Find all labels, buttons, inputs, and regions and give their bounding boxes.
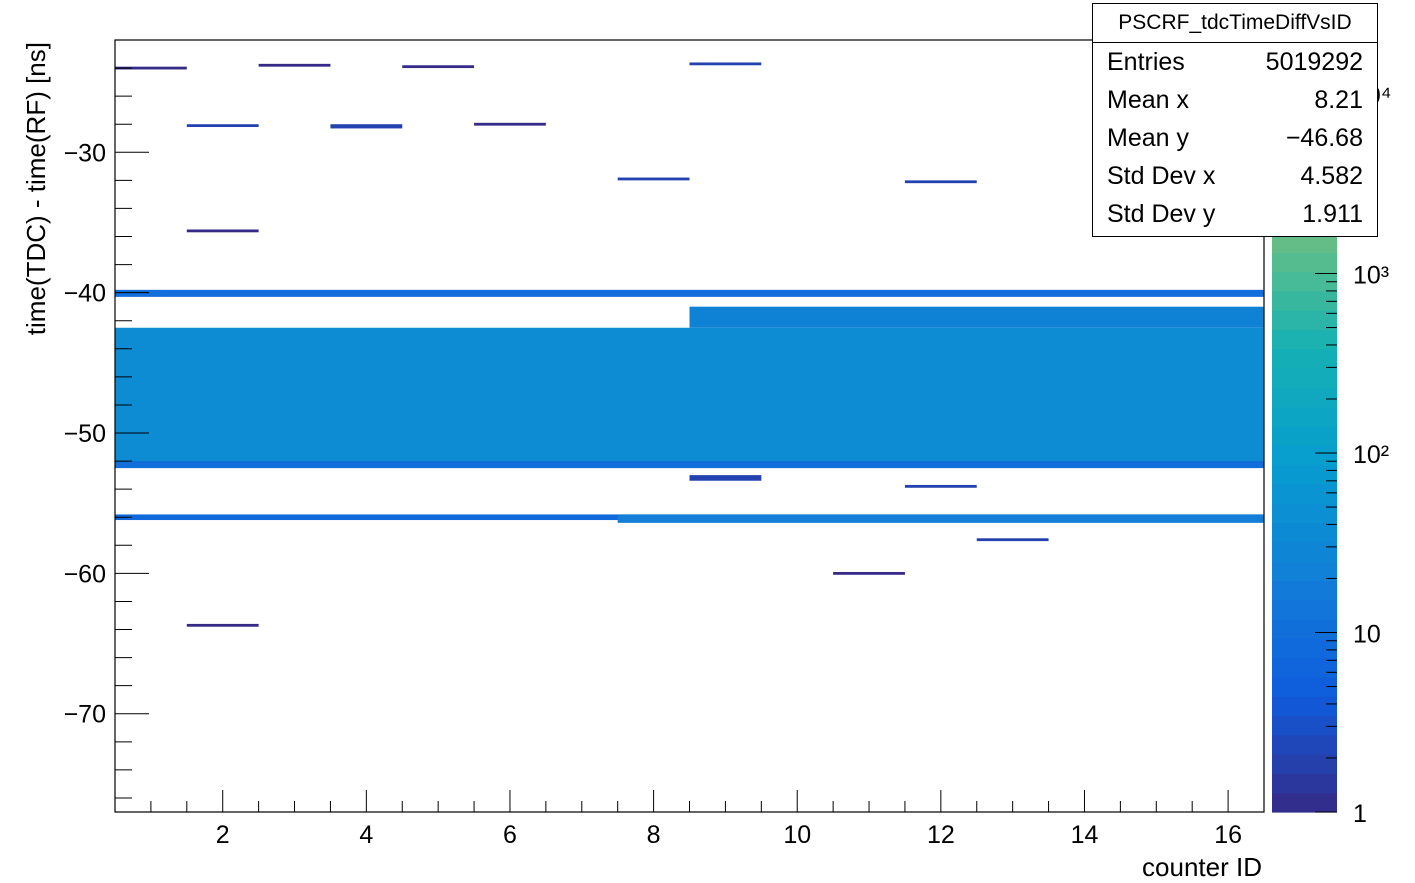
x-axis: 2 4 6 8 10 12 14 16 — [150, 790, 1242, 849]
stats-value: 4.582 — [1300, 162, 1363, 190]
heatmap-bin — [186, 124, 259, 128]
y-axis: −30 −40 −50 −60 −70 — [64, 39, 149, 799]
x-tick-label: 8 — [647, 821, 661, 849]
palette-swatch — [1272, 792, 1337, 813]
x-tick-label: 12 — [927, 821, 955, 849]
x-tick-label: 2 — [216, 821, 230, 849]
heatmap-bin — [115, 327, 1264, 466]
palette-swatch — [1272, 445, 1337, 466]
palette-swatch — [1272, 329, 1337, 350]
stats-label: Entries — [1107, 48, 1185, 76]
palette-swatch — [1272, 541, 1337, 562]
heatmap-bin — [115, 66, 187, 70]
y-tick-label: −50 — [64, 420, 106, 448]
stats-value: −46.68 — [1285, 124, 1363, 152]
stats-value: 8.21 — [1314, 86, 1363, 114]
palette-tick-label: 10³ — [1353, 262, 1389, 290]
heatmap-bin — [904, 180, 977, 184]
palette-swatch — [1272, 503, 1337, 524]
y-tick-label: −30 — [64, 139, 106, 167]
palette-swatch — [1272, 464, 1337, 485]
x-axis-label: counter ID — [1142, 852, 1262, 882]
palette-swatch — [1272, 580, 1337, 601]
heatmap-bins — [115, 62, 1264, 627]
heatmap-bin — [115, 289, 1264, 297]
stats-label: Std Dev x — [1107, 162, 1216, 190]
heatmap-bin — [186, 229, 259, 233]
heatmap-bin — [402, 65, 475, 69]
stats-box: PSCRF_tdcTimeDiffVsID Entries 5019292 Mean… — [1092, 3, 1378, 237]
palette-swatch — [1272, 426, 1337, 446]
x-tick-label: 16 — [1214, 821, 1242, 849]
palette-swatch — [1272, 252, 1337, 273]
stats-value: 1.911 — [1302, 200, 1363, 228]
stats-row: Mean y −46.68 — [1093, 119, 1377, 157]
palette-swatch — [1272, 754, 1337, 774]
x-tick-label: 6 — [503, 821, 517, 849]
heatmap-bin — [330, 124, 403, 129]
palette-swatch — [1272, 406, 1337, 427]
y-tick-label: −60 — [64, 560, 106, 588]
palette-swatch — [1272, 696, 1337, 717]
stats-title: PSCRF_tdcTimeDiffVsID — [1093, 4, 1377, 43]
stats-label: Std Dev y — [1107, 200, 1216, 228]
heatmap-bin — [474, 122, 546, 126]
palette-swatch — [1272, 619, 1337, 639]
palette-tick-label: 10 — [1353, 621, 1381, 649]
palette-swatch — [1272, 676, 1337, 697]
palette-swatch — [1272, 271, 1337, 292]
heatmap-bin — [689, 62, 762, 66]
heatmap-bin — [689, 475, 762, 481]
x-tick-label: 4 — [359, 821, 373, 849]
palette-swatch — [1272, 483, 1337, 504]
x-tick-label: 10 — [783, 821, 811, 849]
heatmap-bin — [689, 306, 1264, 328]
stats-rows: Entries 5019292 Mean x 8.21 Mean y −46.68 Std … — [1093, 43, 1377, 233]
palette-swatch — [1272, 715, 1337, 736]
palette-tick-label: 10² — [1353, 441, 1389, 469]
heatmap-bin — [904, 484, 977, 488]
heatmap-bin — [617, 514, 1264, 523]
heatmap-bin — [833, 571, 905, 575]
y-tick-label: −40 — [64, 280, 106, 308]
x-tick-label: 14 — [1071, 821, 1099, 849]
palette-swatch — [1272, 773, 1337, 794]
heatmap-bin — [976, 538, 1049, 542]
palette-swatch — [1272, 561, 1337, 581]
palette-swatch — [1272, 599, 1337, 620]
palette-swatch — [1272, 522, 1337, 543]
palette-swatch — [1272, 233, 1337, 253]
stats-row: Std Dev y 1.911 — [1093, 195, 1377, 233]
heatmap-bin — [258, 63, 331, 67]
heatmap-bin — [186, 623, 259, 627]
palette-tick-label: 1 — [1353, 800, 1367, 828]
stats-value: 5019292 — [1265, 48, 1363, 76]
palette-swatch — [1272, 638, 1337, 659]
heatmap-bin — [115, 461, 1264, 469]
y-axis-label: time(TDC) - time(RF) [ns] — [21, 42, 51, 335]
palette-swatch — [1272, 387, 1337, 408]
heatmap-bin — [617, 177, 690, 181]
palette-swatch — [1272, 368, 1337, 388]
palette-swatch — [1272, 310, 1337, 331]
stats-row: Entries 5019292 — [1093, 43, 1377, 81]
palette-swatch — [1272, 348, 1337, 369]
stats-label: Mean x — [1107, 86, 1189, 114]
stats-row: Mean x 8.21 — [1093, 81, 1377, 119]
stats-row: Std Dev x 4.582 — [1093, 157, 1377, 195]
palette-swatch — [1272, 657, 1337, 678]
palette-swatch — [1272, 734, 1337, 755]
palette-swatch — [1272, 290, 1337, 311]
stats-label: Mean y — [1107, 124, 1189, 152]
y-tick-label: −70 — [64, 701, 106, 729]
